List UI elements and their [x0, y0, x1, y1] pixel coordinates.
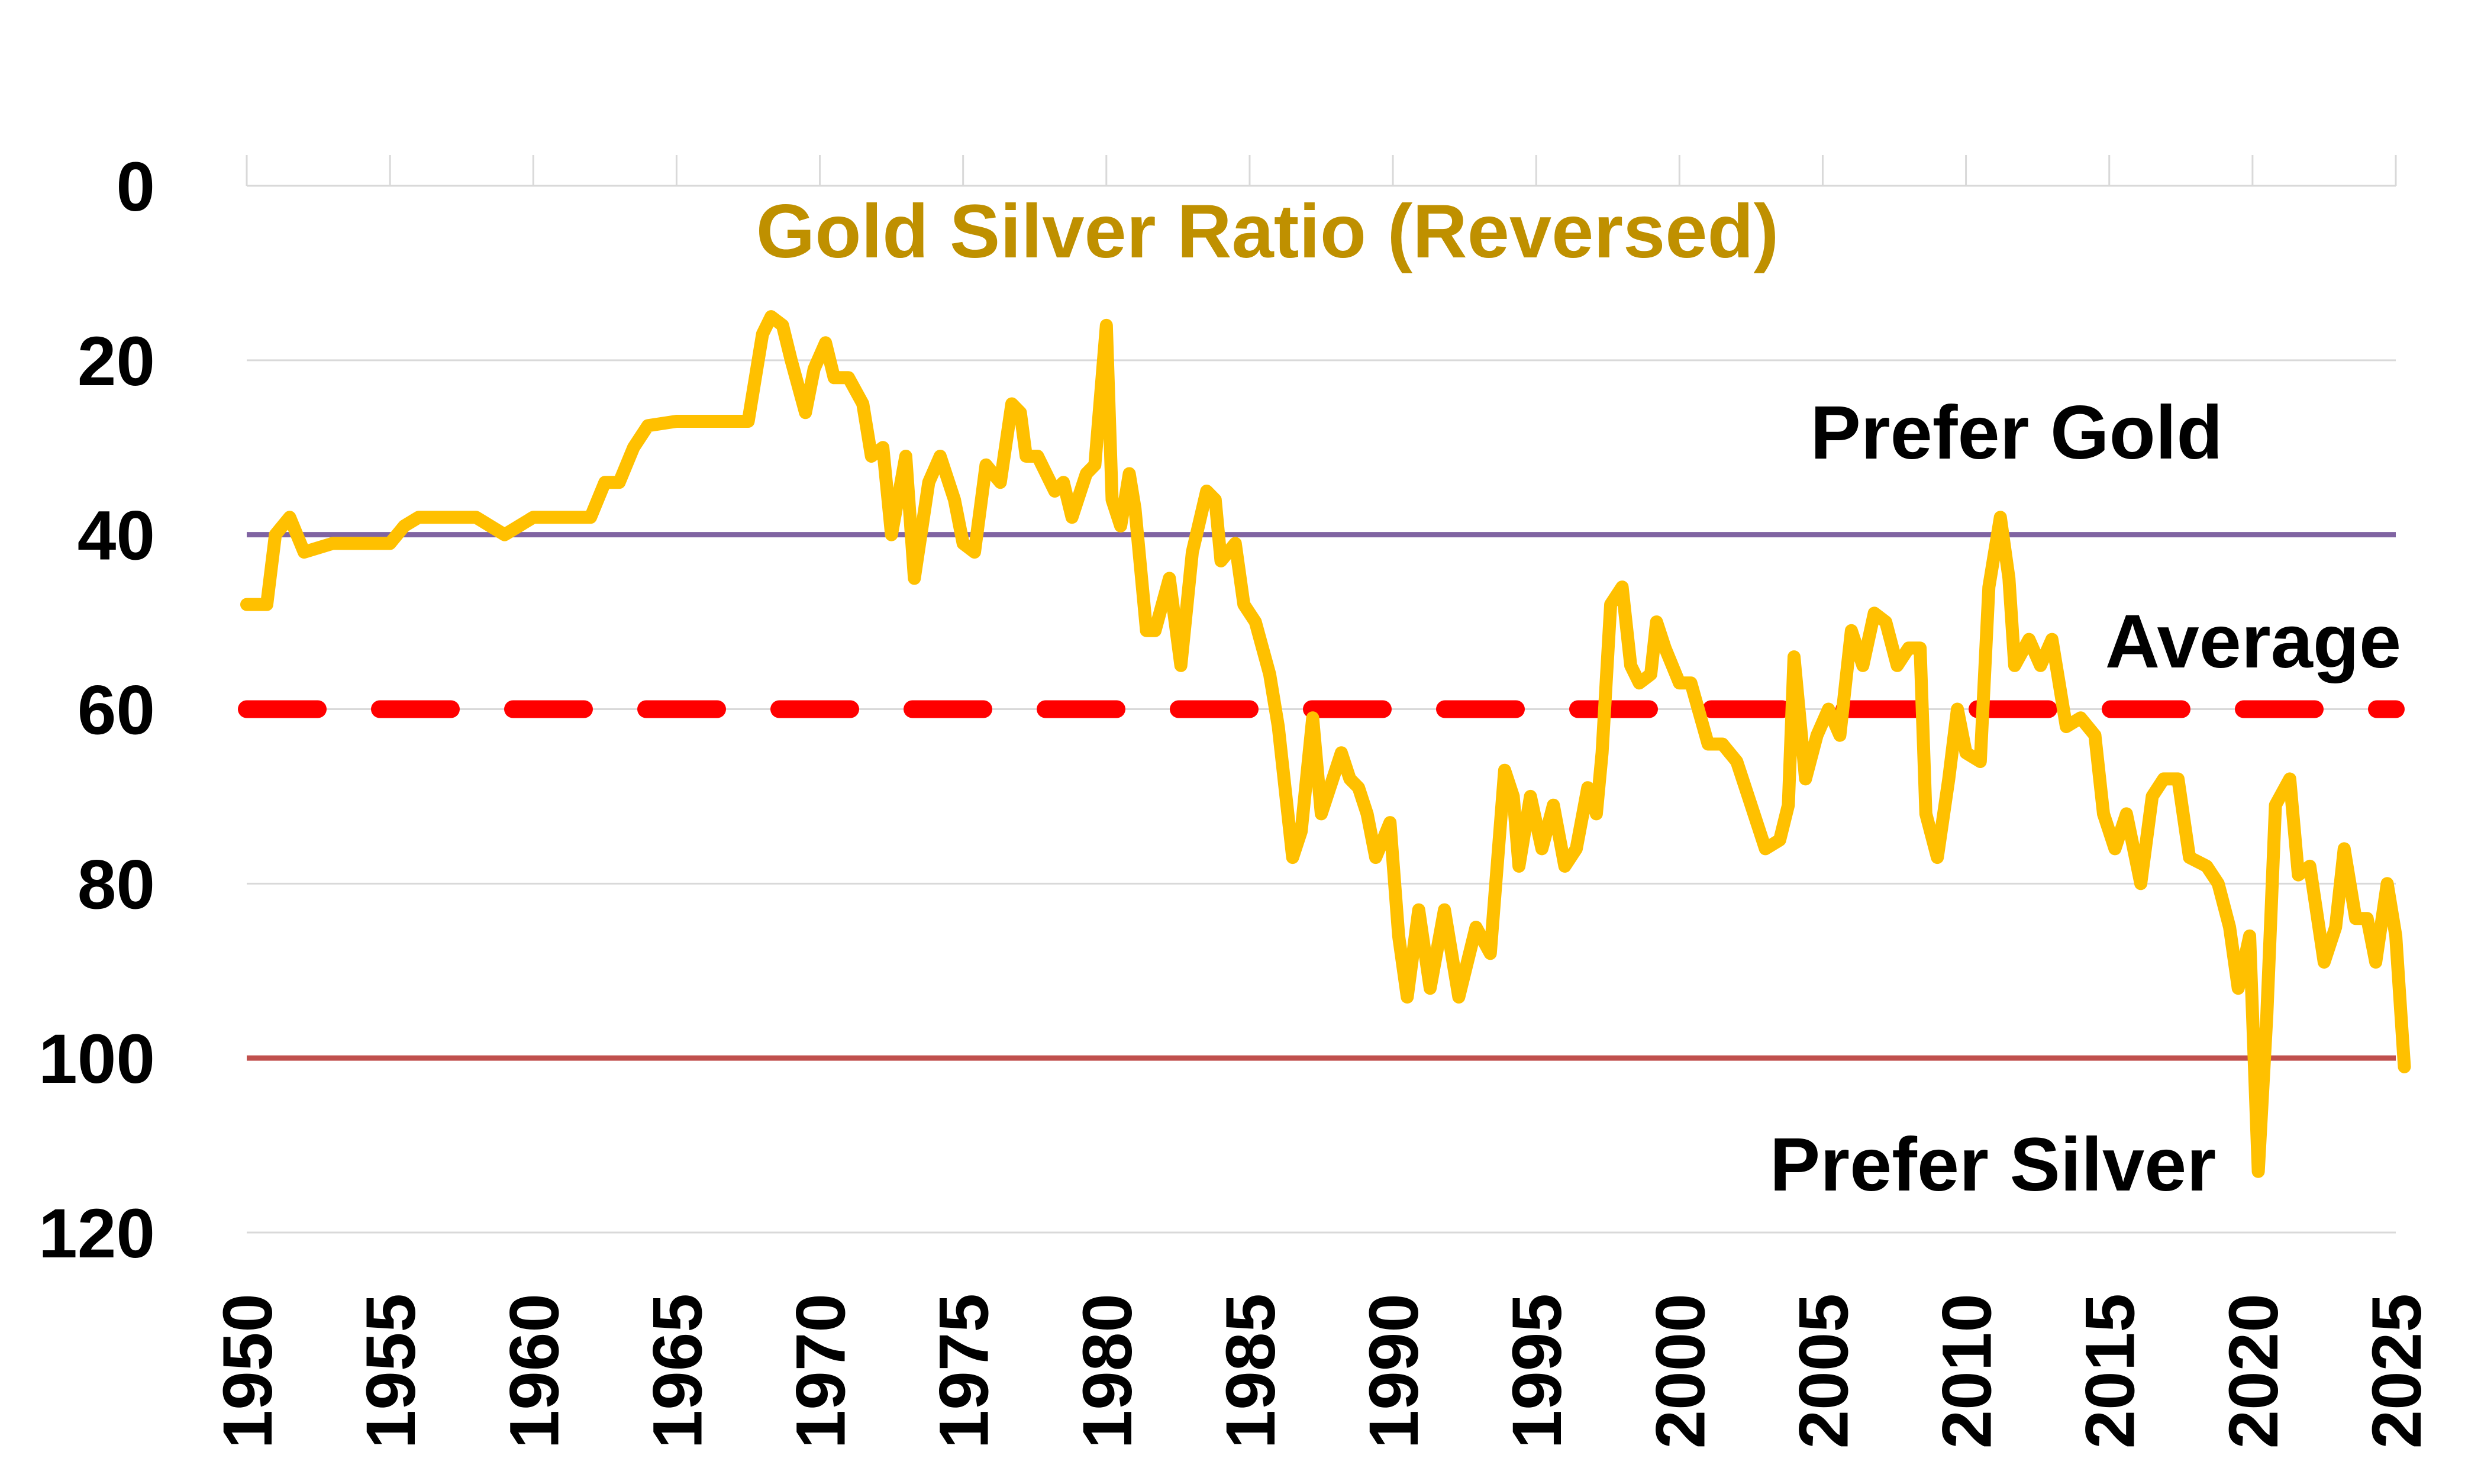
y-tick-label: 80: [78, 846, 155, 924]
x-tick-label: 1975: [925, 1293, 1004, 1449]
x-tick-label: 2005: [1785, 1293, 1863, 1449]
series-layer: [240, 310, 2411, 1178]
y-axis-ticks: 0 20 40 60 80 100 120: [38, 148, 155, 1273]
y-tick-label: 100: [38, 1020, 155, 1098]
x-tick-label: 2020: [2215, 1293, 2293, 1449]
x-tick-label: 2000: [1641, 1293, 1719, 1449]
x-tick-label: 2010: [1928, 1293, 2006, 1449]
x-tick-label: 2025: [2358, 1293, 2436, 1449]
chart-title: Gold Silver Ratio (Reversed): [756, 189, 1779, 274]
y-tick-label: 120: [38, 1195, 155, 1273]
x-tick-label: 1960: [495, 1293, 573, 1449]
y-tick-label: 40: [78, 497, 155, 575]
x-tick-label: 1985: [1212, 1293, 1290, 1449]
x-tick-label: 1970: [782, 1293, 860, 1449]
x-axis-ticks: 1950 1955 1960 1965 1970 1975 1980 1985 1990 1995…: [209, 1293, 2436, 1449]
x-tick-label: 2015: [2072, 1293, 2150, 1449]
x-tick-label: 1995: [1498, 1293, 1576, 1449]
gridlines: [246, 155, 2397, 1234]
average-label: Average: [2105, 599, 2401, 684]
x-tick-label: 1980: [1069, 1293, 1147, 1449]
reference-lines: [238, 532, 2405, 1061]
x-tick-label: 1955: [352, 1293, 430, 1449]
y-tick-label: 60: [78, 672, 155, 750]
prefer-gold-label: Prefer Gold: [1810, 391, 2222, 475]
x-tick-label: 1990: [1355, 1293, 1433, 1449]
x-tick-label: 1965: [638, 1293, 717, 1449]
x-tick-label: 1950: [209, 1293, 287, 1449]
y-tick-label: 0: [116, 148, 155, 226]
series-line-gold-silver-ratio: [240, 310, 2411, 1178]
y-tick-label: 20: [78, 322, 155, 401]
prefer-silver-label: Prefer Silver: [1770, 1122, 2216, 1207]
